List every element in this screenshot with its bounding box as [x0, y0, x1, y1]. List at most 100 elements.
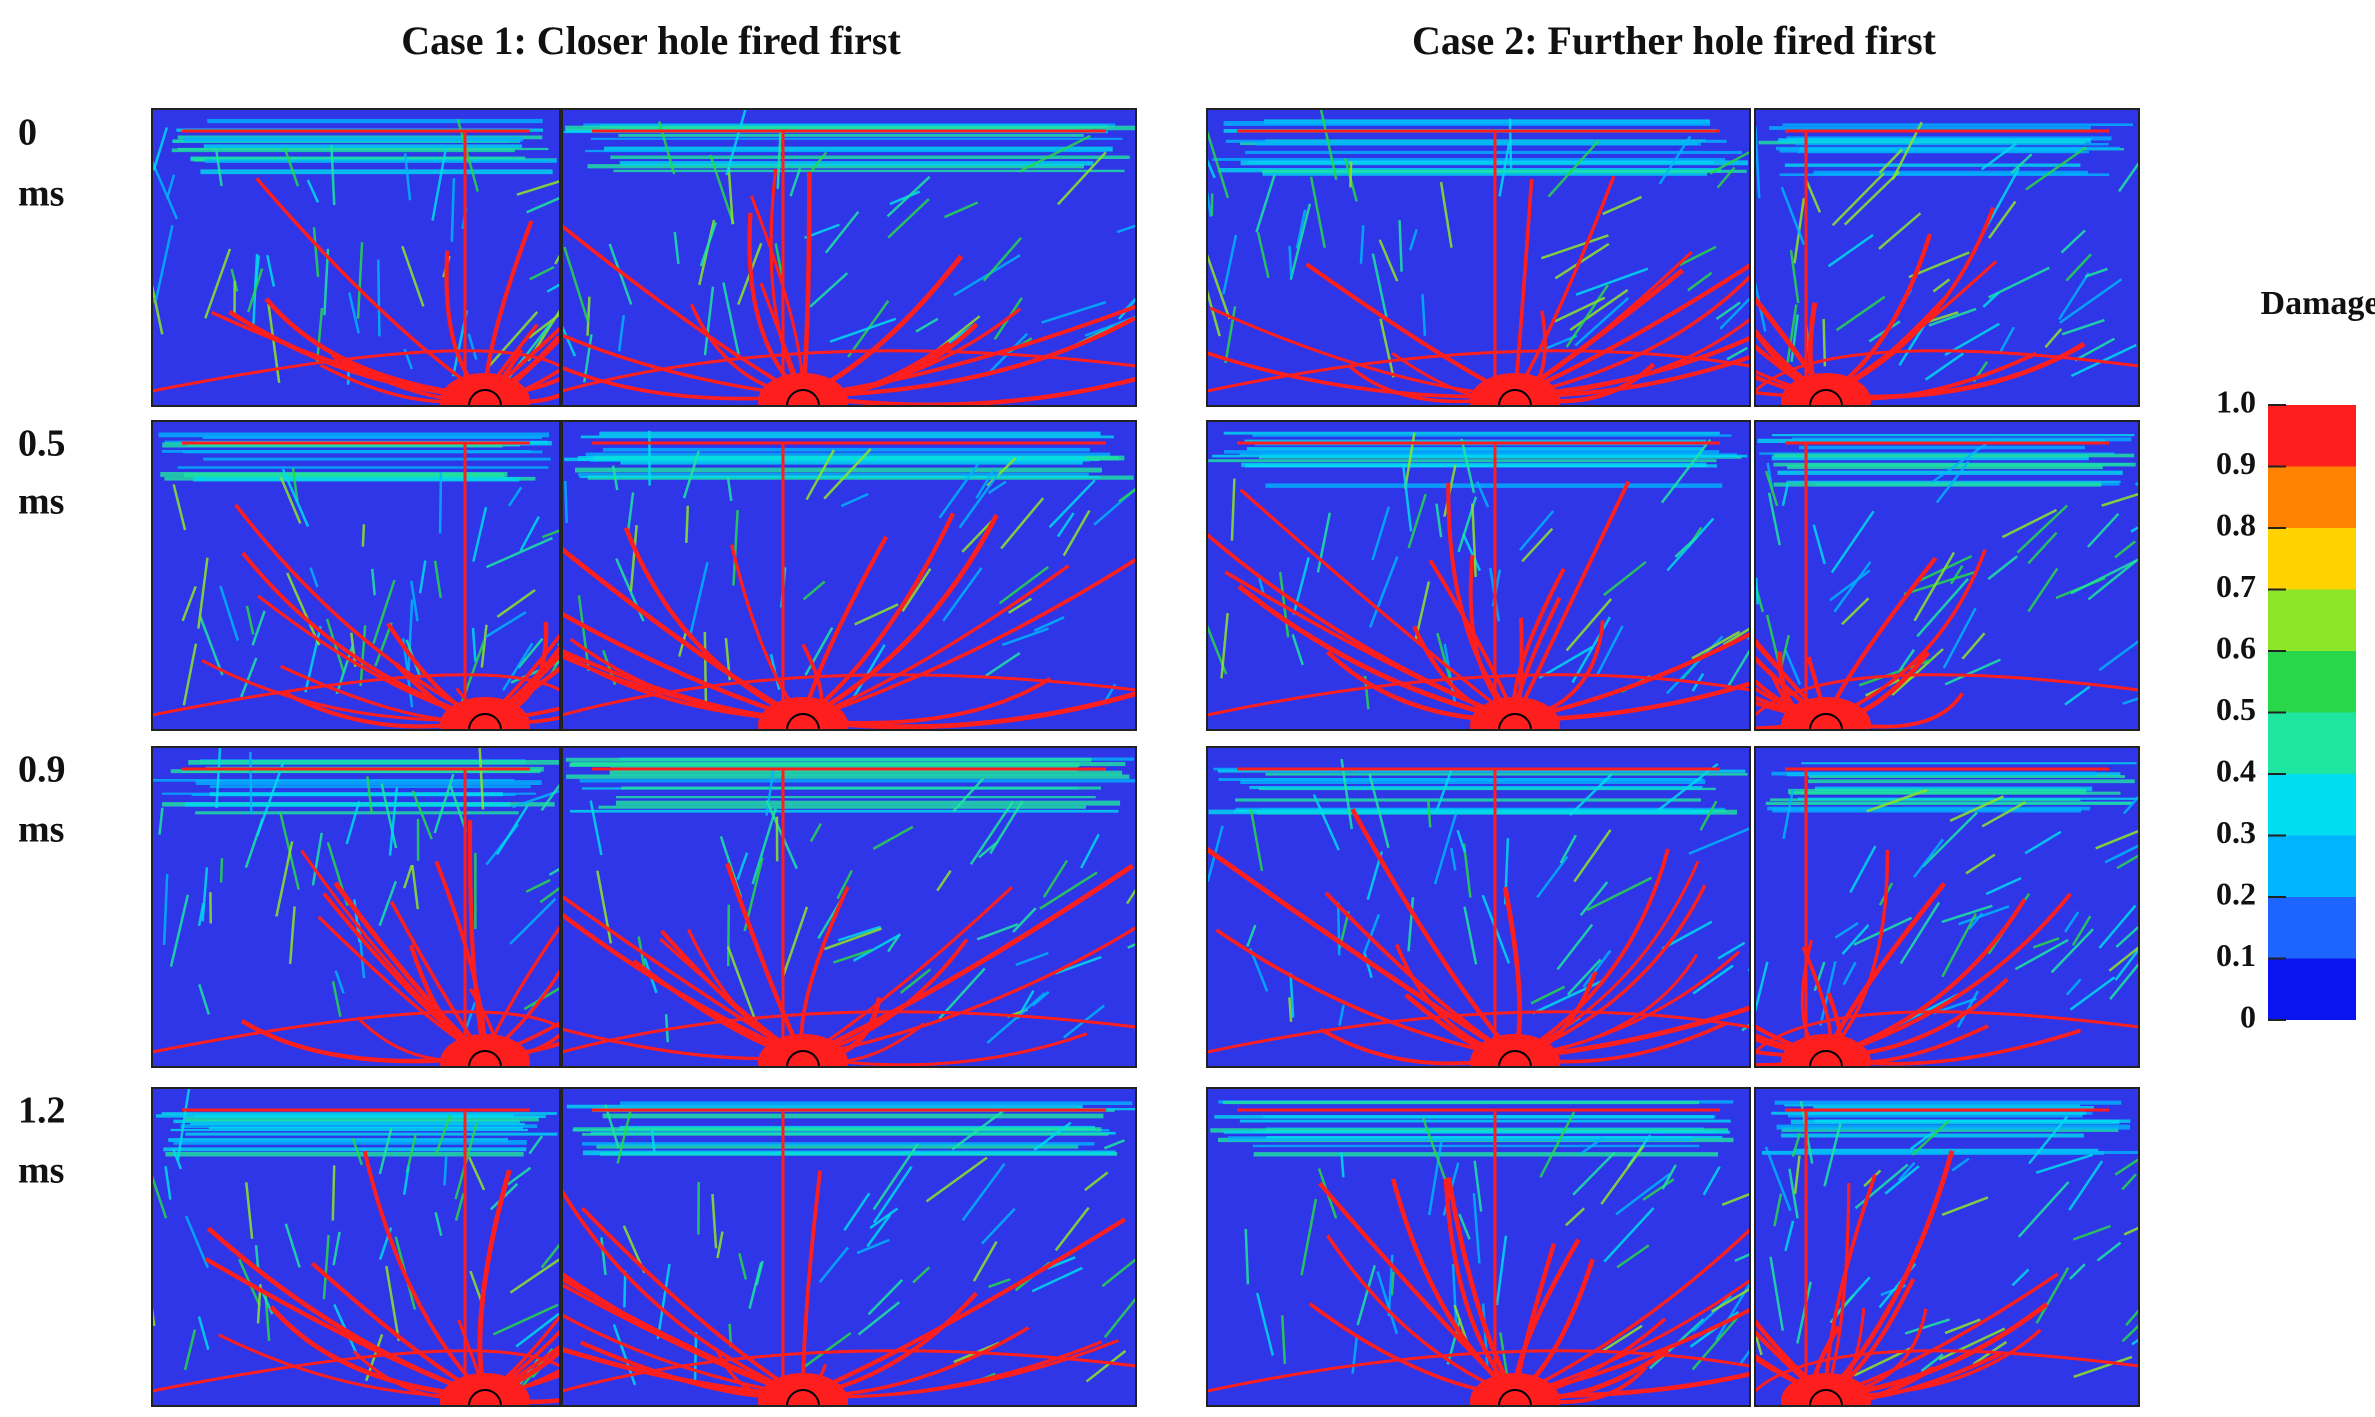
- streak: [1338, 1004, 1345, 1026]
- crack: [152, 673, 560, 717]
- streak: [1222, 234, 1238, 295]
- streak: [372, 579, 396, 645]
- streak: [197, 902, 205, 927]
- streak: [434, 1212, 443, 1237]
- streak: [1569, 288, 1629, 332]
- streak: [899, 968, 932, 994]
- streak: [2059, 278, 2123, 324]
- streak: [2098, 639, 2139, 672]
- streak: [1899, 901, 1941, 965]
- streak: [1813, 961, 1826, 992]
- streak: [286, 572, 321, 646]
- streak: [1300, 1198, 1318, 1276]
- streak: [2134, 480, 2139, 487]
- streak: [176, 1088, 191, 1161]
- streak: [2011, 1268, 2030, 1287]
- streak: [1084, 1171, 1109, 1192]
- streak: [1521, 527, 1554, 563]
- streak: [378, 880, 398, 927]
- blast-hole: [786, 1389, 820, 1406]
- streak: [2044, 328, 2063, 349]
- streak: [975, 469, 995, 499]
- streak: [1054, 955, 1102, 975]
- streak: [1015, 951, 1049, 967]
- streak: [2064, 911, 2080, 933]
- crack: [241, 551, 486, 722]
- streak: [1255, 1292, 1275, 1356]
- streak: [181, 585, 197, 622]
- streak: [1359, 225, 1365, 264]
- streak: [492, 1303, 559, 1336]
- streak: [1309, 176, 1326, 248]
- colorbar-band: [2268, 589, 2356, 651]
- colorbar-band: [2268, 712, 2356, 774]
- streak: [562, 323, 577, 357]
- streak: [563, 246, 590, 323]
- streak: [418, 560, 427, 594]
- streak: [1691, 1294, 1733, 1333]
- streak: [1356, 1264, 1376, 1326]
- crack: [152, 1349, 560, 1393]
- streak: [1368, 773, 1390, 849]
- streak: [755, 1260, 764, 1286]
- streak: [836, 869, 853, 900]
- streak: [1935, 460, 1970, 504]
- streak: [1793, 1155, 1801, 1194]
- streak: [1709, 150, 1750, 175]
- streak: [284, 1223, 301, 1268]
- streak: [215, 747, 222, 808]
- streak: [1898, 1161, 1916, 1181]
- panel-border: [561, 1087, 1137, 1407]
- streak: [1319, 109, 1338, 180]
- streak: [1456, 829, 1467, 853]
- streak: [380, 783, 398, 849]
- streak: [1408, 228, 1418, 251]
- panel-border: [1206, 420, 1751, 731]
- streak: [2032, 937, 2060, 949]
- streak: [1982, 291, 2000, 308]
- streak: [1866, 788, 1928, 813]
- streak: [183, 1329, 197, 1371]
- streak: [529, 265, 555, 281]
- streak: [1349, 161, 1353, 188]
- sim-panel: [1207, 421, 1750, 730]
- streak: [1057, 151, 1107, 206]
- streak: [478, 747, 485, 810]
- streak: [1351, 1334, 1359, 1374]
- blast-zone: [758, 1034, 848, 1067]
- sim-panel: [1207, 109, 1750, 406]
- streak: [1244, 1228, 1250, 1285]
- streak: [1586, 876, 1653, 912]
- streak: [1827, 233, 1874, 268]
- streak: [2050, 928, 2094, 974]
- streak: [1378, 239, 1399, 282]
- streak: [1987, 555, 2018, 581]
- panel-border: [151, 746, 561, 1068]
- streak: [851, 644, 886, 700]
- colorbar: 1.0 0.9 0.8 0.7 0.6 0.5 0.4 0.3 0.2 0.1 0: [2216, 383, 2356, 1034]
- streak: [546, 283, 560, 293]
- streak: [1679, 245, 1717, 267]
- streak: [411, 864, 420, 910]
- streak: [357, 923, 366, 979]
- streak: [616, 1110, 632, 1164]
- crack: [1239, 488, 1516, 722]
- crack: [1513, 480, 1631, 721]
- crack: [1215, 928, 1516, 1059]
- streak: [1291, 633, 1304, 666]
- streak: [1572, 1151, 1616, 1196]
- streak: [1362, 914, 1381, 954]
- blast-hole: [1498, 1389, 1532, 1406]
- streak: [1717, 941, 1746, 960]
- streak: [1938, 1327, 2006, 1361]
- streak: [1281, 1315, 1287, 1365]
- streak: [152, 1172, 168, 1219]
- streak: [650, 1129, 656, 1152]
- streak: [154, 225, 174, 301]
- streak: [495, 805, 529, 856]
- streak: [1421, 294, 1427, 336]
- streak: [1734, 1252, 1750, 1263]
- streak: [1463, 906, 1478, 965]
- streak: [2116, 854, 2139, 870]
- streak: [889, 190, 921, 206]
